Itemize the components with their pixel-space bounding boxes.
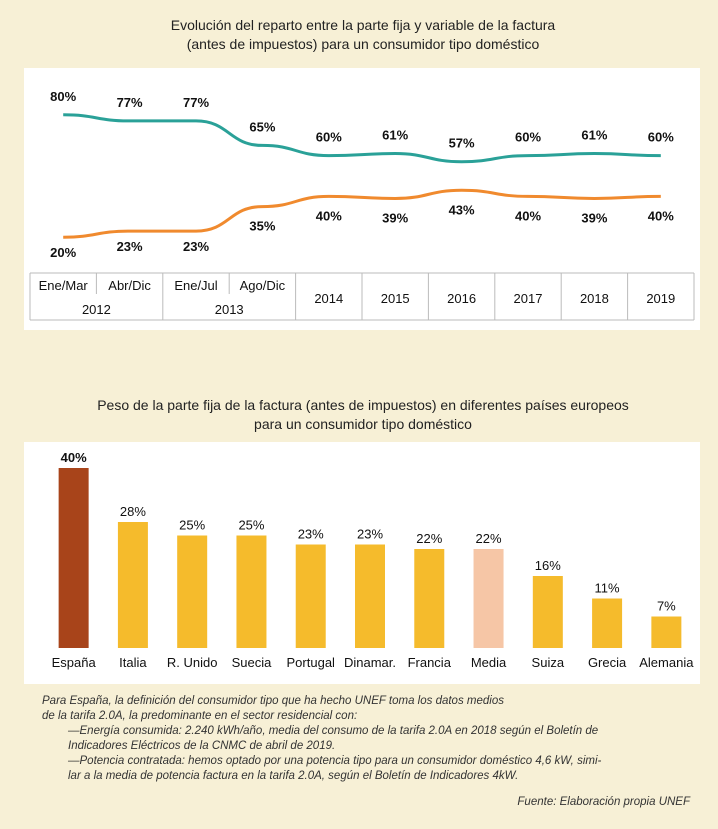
bar-value-label: 23% [357, 527, 383, 542]
footnote: Para España, la definición del consumido… [42, 694, 712, 784]
series-line-fija [63, 188, 661, 239]
line-chart-title-line-2: (antes de impuestos) para un consumidor … [186, 36, 540, 52]
bar-category-label: España [52, 655, 97, 670]
bar [355, 544, 385, 648]
source-note: Fuente: Elaboración propia UNEF [517, 796, 690, 808]
data-label-variable: 60% [648, 130, 674, 145]
bar-chart-title: Peso de la parte fija de la factura (ant… [14, 396, 712, 434]
bar-value-label: 16% [535, 558, 561, 573]
bar [651, 616, 682, 648]
data-label-fija: 23% [117, 239, 143, 254]
data-label-variable: 80% [50, 89, 76, 104]
data-label-variable: 57% [449, 136, 475, 151]
bar-value-label: 7% [657, 599, 676, 614]
data-label-variable: 60% [515, 130, 541, 145]
bar [236, 535, 267, 648]
data-label-fija: 39% [581, 210, 607, 225]
bar-value-label: 40% [61, 450, 87, 465]
bar-value-label: 22% [476, 531, 502, 546]
bar [532, 576, 563, 648]
bar-chart-title-line-1: Peso de la parte fija de la factura (ant… [97, 397, 629, 413]
line-chart-panel: Evolución del reparto entre la parte fij… [14, 4, 712, 360]
bar-category-label: Suecia [232, 655, 273, 670]
category-label: 2019 [646, 291, 675, 306]
bar-category-label: Dinamar. [344, 655, 396, 670]
footnote-line-3: —Energía consumida: 2.240 kWh/año, media… [68, 725, 599, 737]
bar-category-label: R. Unido [167, 655, 218, 670]
data-label-fija: 40% [648, 208, 674, 223]
category-label: 2016 [447, 291, 476, 306]
data-label-variable: 77% [183, 95, 209, 110]
data-label-variable: 60% [316, 130, 342, 145]
bar-value-label: 25% [179, 518, 205, 533]
data-label-fija: 20% [50, 245, 76, 260]
bar-value-label: 25% [238, 518, 264, 533]
bar-category-label: Grecia [588, 655, 627, 670]
bar-chart-svg: 40% España 28% Italia 25% R. Unido 25% Suecia 23… [52, 450, 695, 670]
bar [177, 535, 208, 648]
category-label: Ago/Dic [240, 278, 286, 293]
line-chart-svg: Ene/Mar Abr/Dic Ene/Jul Ago/Dic 2014 2015 2016… [29, 89, 695, 321]
footnote-line-4: Indicadores Eléctricos de la CNMC de abr… [68, 740, 336, 752]
category-label: 2014 [314, 291, 343, 306]
bar [117, 522, 148, 648]
footnote-line-5: —Potencia contratada: hemos optado por u… [68, 755, 602, 767]
bar-category-label: Francia [408, 655, 452, 670]
data-label-variable: 61% [581, 128, 607, 143]
bar [295, 544, 326, 648]
category-label: Ene/Jul [174, 278, 217, 293]
bar [592, 598, 623, 648]
bar [58, 468, 89, 648]
data-label-variable: 77% [117, 95, 143, 110]
data-label-fija: 23% [183, 239, 209, 254]
bar-chart-card: 40% España 28% Italia 25% R. Unido 25% Suecia 23… [24, 442, 700, 684]
bar-chart-title-line-2: para un consumidor tipo doméstico [254, 416, 472, 432]
bar-category-label: Suiza [532, 655, 565, 670]
bar-value-label: 23% [298, 527, 324, 542]
bar [473, 549, 504, 648]
bar-value-label: 22% [416, 531, 442, 546]
line-chart-title-line-1: Evolución del reparto entre la parte fij… [170, 17, 556, 33]
bar-category-label: Media [471, 655, 507, 670]
bar [414, 549, 445, 648]
bar-value-label: 11% [595, 581, 620, 596]
bar-category-label: Portugal [287, 655, 336, 670]
category-label: 2018 [580, 291, 609, 306]
footnote-line-1: Para España, la definición del consumido… [42, 695, 504, 707]
data-label-fija: 40% [515, 208, 541, 223]
category-label: Ene/Mar [39, 278, 89, 293]
footnote-line-2: de la tarifa 2.0A, la predominante en el… [42, 710, 358, 722]
line-chart-card: Ene/Mar Abr/Dic Ene/Jul Ago/Dic 2014 2015 2016… [24, 68, 700, 330]
data-label-fija: 35% [249, 219, 275, 234]
category-label: 2015 [381, 291, 410, 306]
year-group-label: 2012 [82, 302, 111, 317]
data-label-fija: 43% [449, 202, 475, 217]
bar-value-label: 28% [120, 504, 146, 519]
data-label-fija: 40% [316, 208, 342, 223]
data-label-variable: 65% [249, 119, 275, 134]
category-label: Abr/Dic [108, 278, 151, 293]
bar-category-label: Italia [119, 655, 147, 670]
bar-chart-panel: Peso de la parte fija de la factura (ant… [14, 382, 712, 822]
category-label: 2017 [514, 291, 543, 306]
data-label-variable: 61% [382, 128, 408, 143]
bar-category-label: Alemania [639, 655, 694, 670]
year-group-label: 2013 [215, 302, 244, 317]
line-chart-title: Evolución del reparto entre la parte fij… [14, 16, 712, 54]
footnote-line-6: lar a la media de potencia factura en la… [68, 770, 519, 782]
series-line-variable [63, 113, 661, 164]
data-label-fija: 39% [382, 210, 408, 225]
